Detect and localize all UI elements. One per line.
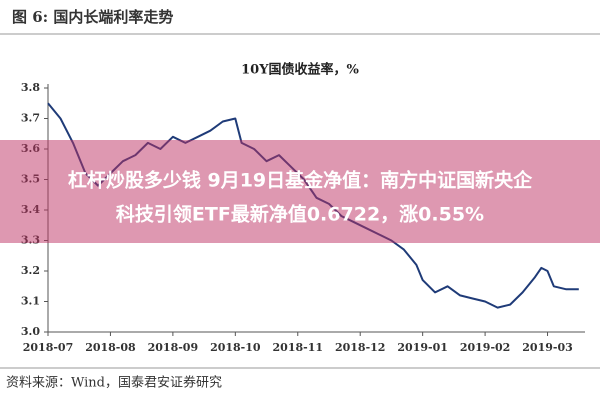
overlay-text: 科技引领ETF最新净值0.6722，涨0.55% <box>116 203 484 226</box>
y-tick-label: 3.1 <box>21 295 40 308</box>
y-tick-label: 3.8 <box>21 81 40 94</box>
figure-label: 图 6: 国内长端利率走势 <box>12 8 173 26</box>
x-tick-label: 2018-12 <box>335 341 386 354</box>
overlay-banner <box>0 140 600 243</box>
x-tick-label: 2018-10 <box>210 341 261 354</box>
y-tick-label: 3.2 <box>21 264 40 277</box>
y-tick-label: 3.7 <box>21 112 40 125</box>
overlay-text: 杠杆炒股多少钱 9月19日基金净值：南方中证国新央企 <box>68 169 533 192</box>
x-tick-label: 2018-08 <box>85 341 136 354</box>
x-tick-label: 2019-03 <box>522 341 573 354</box>
chart-title: 10Y国债收益率，% <box>241 62 359 78</box>
source-note: 资料来源：Wind，国泰君安证券研究 <box>6 375 222 391</box>
x-tick-label: 2019-01 <box>397 341 448 354</box>
x-tick-label: 2019-02 <box>460 341 511 354</box>
x-tick-label: 2018-11 <box>273 341 324 354</box>
x-tick-label: 2018-07 <box>23 341 74 354</box>
y-tick-label: 3.0 <box>21 325 40 338</box>
x-tick-label: 2018-09 <box>148 341 199 354</box>
